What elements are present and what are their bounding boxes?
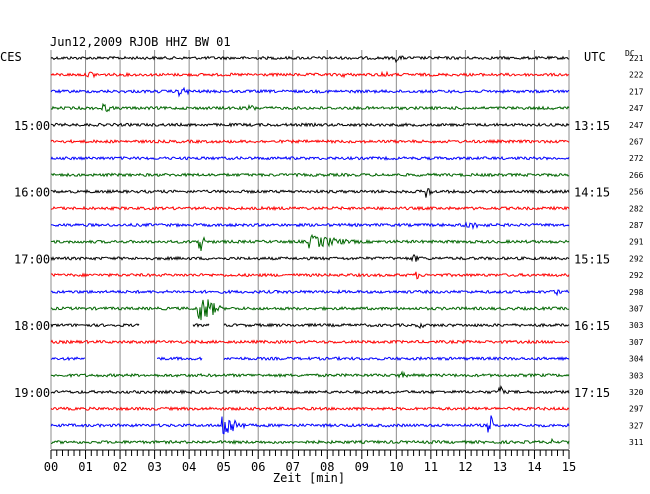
left-time-label: 16:00 [14,186,50,200]
x-tick-label: 04 [182,460,196,474]
dc-value: 247 [629,121,644,130]
x-tick-label: 15 [562,460,576,474]
dc-value: 266 [629,171,644,180]
x-tick-label: 07 [286,460,300,474]
right-time-label: 15:15 [574,252,610,266]
seismic-trace-2 [50,86,570,98]
dc-value: 307 [629,305,644,314]
left-time-label: 19:00 [14,386,50,400]
x-tick-label: 08 [320,460,334,474]
x-tick-label: 11 [424,460,438,474]
seismic-trace-15 [50,299,570,321]
dc-value: 303 [629,321,644,330]
seismic-trace-3 [50,102,570,113]
x-tick-label: 12 [458,460,472,474]
seismic-trace-12 [50,253,570,263]
seismic-trace-16 [50,323,140,328]
dc-value: 307 [629,338,644,347]
x-tick-label: 14 [527,460,541,474]
dc-value: 247 [629,104,644,113]
seismic-trace-14 [51,289,570,297]
seismic-trace-16 [223,322,570,329]
left-time-label: 18:00 [14,319,50,333]
seismic-trace-6 [50,155,570,161]
seismic-trace-16 [192,323,210,328]
dc-value: 267 [629,138,644,147]
seismic-trace-21 [50,406,570,412]
x-tick-label: 06 [251,460,265,474]
seismic-trace-23 [51,437,570,445]
seismic-trace-17 [50,339,570,345]
dc-value: 291 [629,238,644,247]
x-tick-label: 10 [389,460,403,474]
seismic-trace-11 [50,233,570,251]
seismic-trace-18 [50,356,85,362]
dc-value: 292 [629,254,644,263]
x-axis-label: Zeit [min] [273,471,345,485]
seismic-trace-22 [50,415,570,435]
x-tick-label: 05 [216,460,230,474]
seismic-trace-7 [50,172,570,178]
dc-value: 304 [629,355,644,364]
dc-value: 292 [629,271,644,280]
dc-value: 311 [629,438,644,447]
x-tick-label: 03 [147,460,161,474]
left-time-label: 15:00 [14,119,50,133]
dc-value: 287 [629,221,644,230]
x-tick-label: 13 [493,460,507,474]
right-time-label: 16:15 [574,319,610,333]
x-tick-label: 02 [113,460,127,474]
seismic-trace-19 [50,370,570,379]
dc-value: 272 [629,154,644,163]
seismic-trace-1 [50,70,570,79]
x-tick-label: 09 [355,460,369,474]
traces [50,55,570,445]
dc-header: DC [625,49,635,58]
left-time-label: 17:00 [14,252,50,266]
dc-value: 297 [629,405,644,414]
seismic-trace-20 [50,385,570,395]
labels: 221 222 217 247 247 267 272 266 256 282 287 291 292 2… [14,54,644,447]
dc-value: 256 [629,188,644,197]
grid [50,50,570,449]
right-time-label: 13:15 [574,119,610,133]
dc-value: 320 [629,388,644,397]
right-time-label: 17:15 [574,386,610,400]
seismic-trace-13 [50,271,570,280]
dc-value: 327 [629,421,644,430]
seismic-trace-5 [50,138,570,145]
chart-title: Jun12,2009 RJOB HHZ BW 01 [50,35,231,49]
seismic-trace-18 [156,356,203,361]
dc-value: 217 [629,87,644,96]
seismic-trace-4 [50,122,570,128]
time-axis: 00 01 02 03 04 05 06 07 08 09 10 11 12 13 14 15 [44,449,576,474]
dc-value: 298 [629,288,644,297]
dc-value: 222 [629,71,644,80]
dc-value: 282 [629,204,644,213]
seismic-trace-8 [50,187,570,198]
x-tick-label: 00 [44,460,58,474]
seismic-trace-18 [223,355,570,362]
seismic-trace-9 [50,205,570,212]
dc-value: 303 [629,371,644,380]
right-time-label: 14:15 [574,186,610,200]
right-timezone-label: UTC [584,50,606,64]
seismic-trace-0 [50,55,570,64]
left-timezone-label: CES [0,50,22,64]
dc-value: 221 [629,54,644,63]
x-tick-label: 01 [78,460,92,474]
seismic-trace-10 [50,221,570,231]
